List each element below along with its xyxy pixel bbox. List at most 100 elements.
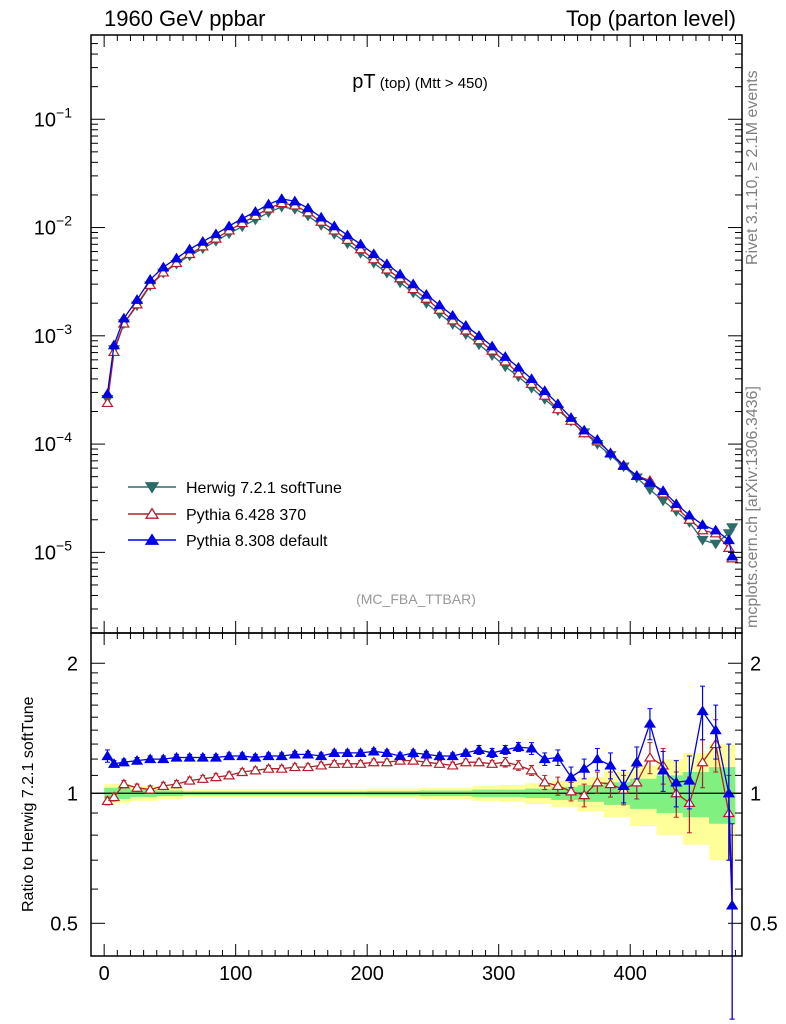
main-data-point	[630, 470, 643, 480]
ratio-data-point	[407, 755, 420, 765]
main-data-point	[315, 211, 328, 222]
main-data-point	[617, 460, 630, 470]
main-data-point	[367, 253, 380, 264]
ratio-data-point	[209, 751, 223, 762]
main-data-point	[380, 258, 393, 269]
ratio-data-point	[236, 750, 249, 761]
ratio-data-point	[433, 758, 446, 768]
ratio-data-point	[591, 776, 604, 787]
main-data-point	[275, 193, 288, 203]
main-data-point	[341, 234, 354, 244]
main-data-point	[170, 252, 183, 263]
main-data-point	[380, 263, 393, 274]
ratio-data-point	[643, 751, 657, 762]
ratio-data-point	[196, 751, 209, 762]
main-data-point	[393, 268, 407, 279]
main-series-line	[106, 202, 733, 559]
ratio-data-point	[578, 763, 591, 773]
ratio-data-point	[604, 778, 617, 789]
ratio-data-point	[130, 782, 144, 792]
main-y-tick-label: 10−4	[34, 429, 72, 456]
main-data-point	[459, 324, 472, 335]
main-data-point	[367, 248, 380, 259]
main-data-point	[354, 238, 367, 249]
main-y-tick-label: 10−2	[34, 213, 72, 240]
ratio-data-point	[472, 744, 486, 755]
main-data-point	[538, 390, 551, 400]
ratio-data-point	[578, 789, 591, 800]
ratio-data-point	[249, 764, 262, 775]
ratio-data-point	[512, 741, 525, 752]
ratio-data-point	[157, 780, 170, 791]
ratio-data-point	[486, 758, 499, 768]
ratio-data-point	[130, 755, 144, 765]
main-data-point	[499, 355, 512, 366]
main-data-point	[130, 294, 144, 304]
ratio-data-point	[170, 751, 183, 762]
main-data-point	[183, 248, 196, 259]
ratio-data-point	[117, 778, 130, 789]
ratio-data-point	[249, 751, 262, 762]
main-data-point	[354, 243, 367, 254]
ratio-data-point	[380, 756, 393, 767]
legend-marker	[144, 533, 160, 545]
main-data-point	[499, 351, 512, 361]
ratio-data-point	[683, 774, 696, 785]
main-data-point	[446, 314, 459, 325]
ratio-data-point	[617, 780, 630, 791]
main-data-point	[170, 257, 183, 268]
ratio-data-point	[315, 759, 328, 770]
main-data-point	[538, 385, 551, 395]
main-data-point	[407, 278, 420, 289]
ratio-data-point	[328, 747, 341, 758]
ratio-data-point	[486, 747, 499, 758]
main-y-tick-label: 10−5	[34, 537, 72, 564]
ratio-data-point	[328, 758, 341, 768]
ratio-data-point	[301, 748, 315, 759]
ratio-data-point	[670, 776, 683, 787]
ratio-data-point	[209, 771, 223, 782]
ratio-data-point	[604, 759, 617, 770]
ratio-y-tick-label-left: 1	[67, 783, 78, 805]
main-data-point	[670, 498, 683, 509]
ratio-inner-band	[104, 767, 736, 824]
ratio-data-point	[630, 776, 643, 787]
ratio-data-point	[551, 751, 564, 762]
legend-label: Pythia 8.308 default	[186, 533, 328, 550]
main-data-point	[591, 433, 604, 444]
main-data-point	[433, 299, 446, 310]
main-data-point	[407, 283, 420, 294]
main-data-point	[288, 195, 301, 206]
ratio-data-point	[367, 745, 380, 756]
ratio-data-point	[275, 763, 288, 773]
main-data-point	[157, 266, 170, 277]
ratio-data-point	[354, 758, 367, 768]
ratio-data-point	[107, 791, 121, 802]
main-data-point	[301, 202, 315, 213]
main-data-point	[101, 397, 114, 408]
x-tick-label: 400	[614, 963, 647, 985]
main-data-point	[657, 485, 670, 495]
main-data-point	[446, 309, 459, 320]
main-data-point	[183, 243, 196, 254]
ratio-data-point	[512, 759, 525, 770]
main-data-point	[551, 403, 564, 414]
ratio-data-point	[393, 750, 407, 761]
ratio-data-point	[393, 755, 407, 765]
main-data-point	[262, 198, 275, 209]
ratio-data-point	[499, 744, 512, 755]
x-tick-label: 100	[219, 963, 252, 985]
main-data-point	[101, 388, 114, 399]
main-data-point	[341, 229, 354, 240]
main-data-point	[722, 529, 735, 539]
ratio-data-point	[525, 764, 538, 775]
ratio-data-point	[288, 761, 301, 772]
x-tick-label: 0	[99, 963, 110, 985]
ratio-data-point	[196, 773, 209, 783]
ratio-data-point	[117, 756, 130, 767]
main-data-point	[196, 240, 209, 251]
ratio-data-point	[499, 756, 512, 767]
ratio-data-point	[446, 759, 459, 770]
main-data-point	[486, 340, 499, 351]
